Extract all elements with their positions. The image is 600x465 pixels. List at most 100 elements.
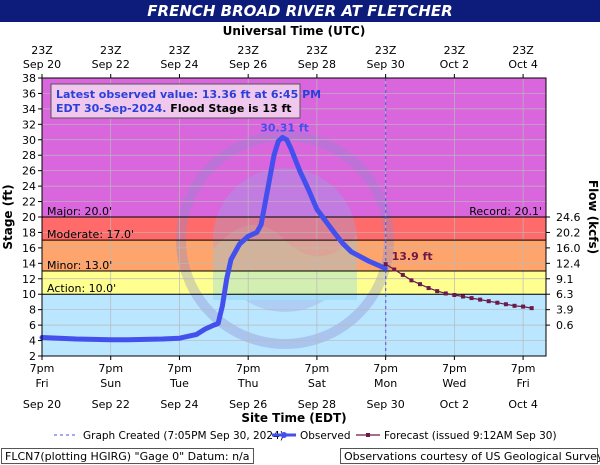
x-tick-time: 7pm [373, 362, 398, 375]
top-tick-time: 23Z [100, 44, 122, 57]
y-tick-label: 10 [22, 288, 36, 301]
top-tick-time: 23Z [306, 44, 328, 57]
y-tick-label: 14 [22, 257, 36, 270]
x-tick-date: Sep 20 [23, 398, 61, 411]
x-tick-day: Sun [100, 377, 121, 390]
y-tick-label: 2 [29, 350, 36, 363]
forecast-point [529, 306, 534, 311]
y-tick-label: 36 [22, 87, 36, 100]
top-tick-date: Sep 24 [160, 58, 198, 71]
x-tick-time: 7pm [305, 362, 330, 375]
band-minor-fill [42, 271, 546, 295]
record-label: Record: 20.1' [469, 205, 542, 218]
y-tick-label: 34 [22, 103, 36, 116]
x-tick-date: Sep 26 [229, 398, 267, 411]
footer-source: Observations courtesy of US Geological S… [340, 448, 600, 464]
top-tick-date: Oct 4 [508, 58, 538, 71]
legend-forecast-marker [366, 433, 370, 437]
x-tick-day: Fri [517, 377, 530, 390]
y-tick-label: 28 [22, 149, 36, 162]
flow-tick-label: 3.9 [556, 304, 574, 317]
x-tick-day: Mon [374, 377, 397, 390]
top-tick-time: 23Z [31, 44, 53, 57]
info-line-2-date: EDT 30-Sep-2024. [56, 102, 166, 115]
threshold-label-minor: Minor: 13.0' [47, 259, 112, 272]
x-tick-date: Sep 22 [92, 398, 130, 411]
legend-created-label: Graph Created (7:05PM Sep 30, 2024) [83, 430, 284, 442]
flow-tick-label: 6.3 [556, 288, 574, 301]
x-tick-date: Sep 30 [367, 398, 405, 411]
x-tick-date: Sep 24 [160, 398, 198, 411]
forecast-point [512, 303, 517, 308]
info-flood-stage: Flood Stage is 13 ft [166, 102, 291, 115]
band-major [42, 217, 546, 241]
y-tick-label: 12 [22, 273, 36, 286]
forecast-point [418, 282, 422, 287]
observed-series-line [39, 134, 388, 343]
x-tick-time: 7pm [167, 362, 192, 375]
forecast-point [495, 300, 500, 305]
flow-tick-label: 9.1 [556, 273, 574, 286]
x-tick-time: 7pm [30, 362, 55, 375]
y-tick-label: 6 [29, 319, 36, 332]
forecast-point [478, 297, 483, 302]
x-tick-date: Oct 4 [508, 398, 538, 411]
y-tick-label: 22 [22, 196, 36, 209]
y-tick-label: 26 [22, 165, 36, 178]
threshold-label-major: Major: 20.0' [47, 205, 112, 218]
top-tick-date: Sep 28 [298, 58, 336, 71]
info-line-2: EDT 30-Sep-2024. Flood Stage is 13 ft [56, 102, 292, 115]
forecast-point [469, 296, 474, 301]
x-tick-date: Oct 2 [440, 398, 470, 411]
x-tick-day: Fri [35, 377, 48, 390]
left-axis-title: Stage (ft) [1, 184, 15, 249]
y-tick-label: 20 [22, 211, 36, 224]
y-tick-label: 16 [22, 242, 36, 255]
x-tick-day: Wed [442, 377, 466, 390]
forecast-point [435, 289, 440, 294]
y-tick-label: 32 [22, 118, 36, 131]
y-tick-label: 24 [22, 180, 36, 193]
y-tick-label: 8 [29, 304, 36, 317]
flow-tick-label: 16.0 [556, 242, 581, 255]
forecast-point [452, 292, 457, 297]
peak-label: 30.31 ft [260, 121, 309, 134]
x-tick-day: Thu [237, 377, 259, 390]
forecast-start-label: 13.9 ft [392, 250, 433, 263]
y-tick-label: 4 [29, 335, 36, 348]
x-tick-time: 7pm [236, 362, 261, 375]
flow-tick-label: 0.6 [556, 319, 574, 332]
threshold-label-action: Action: 10.0' [47, 282, 116, 295]
y-tick-label: 38 [22, 72, 36, 85]
forecast-point [486, 299, 491, 304]
forecast-point [392, 267, 397, 272]
top-tick-date: Oct 2 [440, 58, 470, 71]
top-tick-time: 23Z [237, 44, 259, 57]
top-tick-date: Sep 20 [23, 58, 61, 71]
chart-title: FRENCH BROAD RIVER AT FLETCHER [0, 0, 600, 22]
x-tick-date: Sep 28 [298, 398, 336, 411]
top-tick-date: Sep 30 [367, 58, 405, 71]
info-box [50, 83, 301, 119]
y-tick-label: 30 [22, 134, 36, 147]
top-tick-time: 23Z [444, 44, 466, 57]
top-tick-date: Sep 22 [92, 58, 130, 71]
threshold-label-moderate: Moderate: 17.0' [47, 228, 134, 241]
x-tick-time: 7pm [442, 362, 467, 375]
top-axis-title: Universal Time (UTC) [223, 24, 366, 38]
legend-observed-marker [281, 432, 287, 438]
band-moderate [42, 240, 546, 272]
forecast-point [400, 272, 405, 277]
watermark-wave [213, 224, 357, 300]
bottom-axis-title: Site Time (EDT) [241, 411, 346, 425]
x-tick-time: 7pm [511, 362, 536, 375]
forecast-point [503, 302, 508, 307]
x-tick-day: Sat [308, 377, 327, 390]
y-tick-label: 18 [22, 226, 36, 239]
x-tick-time: 7pm [98, 362, 123, 375]
forecast-point [521, 304, 526, 309]
top-tick-time: 23Z [169, 44, 191, 57]
forecast-point [460, 294, 465, 299]
x-tick-day: Tue [169, 377, 189, 390]
